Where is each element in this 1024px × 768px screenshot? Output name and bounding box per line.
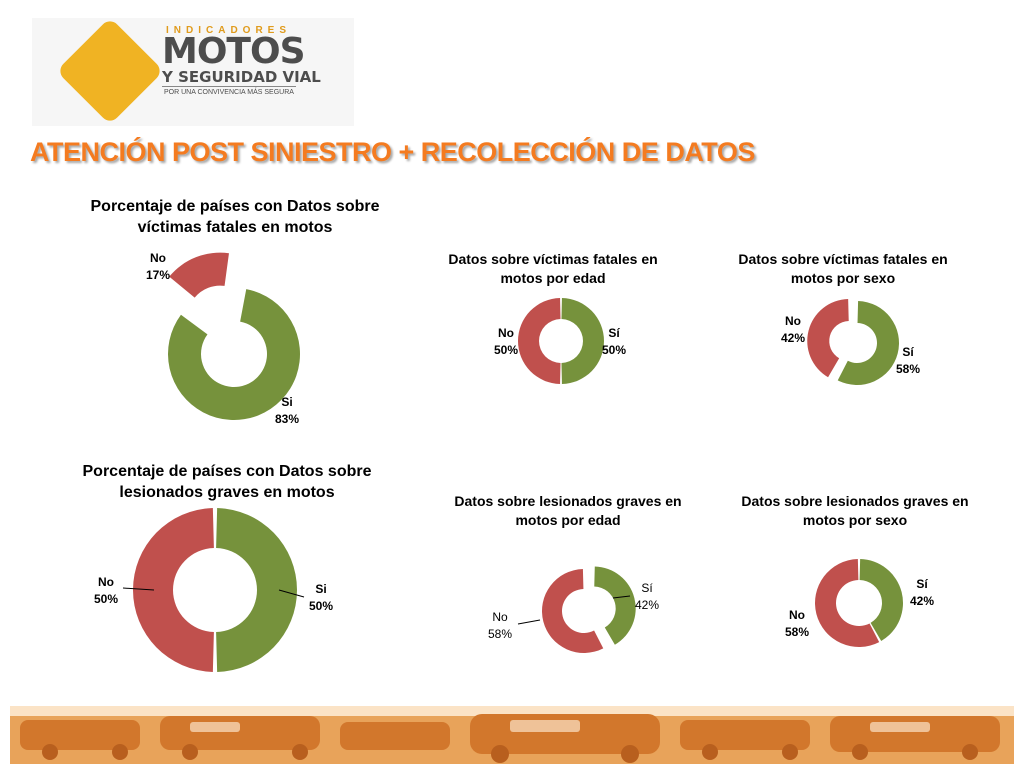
slice-si — [216, 508, 298, 672]
logo-badge — [56, 17, 164, 125]
leader-line — [612, 595, 631, 599]
slice-si — [837, 301, 899, 385]
data-label-category: No — [498, 326, 514, 340]
data-label-category: Sí — [902, 345, 914, 359]
leader-line — [517, 619, 541, 625]
data-label-value: 58% — [896, 362, 920, 376]
data-label-value: 50% — [309, 599, 333, 613]
footer-traffic-banner — [10, 706, 1014, 764]
data-label-value: 58% — [488, 627, 512, 641]
data-label-value: 58% — [785, 625, 809, 639]
slice-no — [541, 569, 604, 653]
data-label-category: No — [785, 314, 801, 328]
data-label-value: 17% — [146, 268, 170, 282]
logo-divider — [162, 86, 296, 87]
slice-no — [132, 508, 214, 672]
chart-title: Porcentaje de países con Datos sobre les… — [82, 463, 372, 502]
slice-no — [815, 559, 880, 648]
data-label-value: 50% — [494, 343, 518, 357]
data-label-value: 42% — [635, 598, 659, 612]
slice-no — [517, 298, 561, 384]
data-label-value: 42% — [910, 594, 934, 608]
slice-no — [807, 299, 849, 378]
slice-si — [594, 566, 636, 645]
leader-line — [278, 589, 305, 598]
slice-si — [561, 298, 605, 384]
logo: INDICADORES MOTOS Y SEGURIDAD VIAL POR U… — [32, 17, 354, 126]
slice-si — [859, 559, 903, 641]
slice-no — [169, 252, 229, 298]
data-label-category: No — [150, 251, 166, 265]
data-label-category: Sí — [641, 581, 653, 595]
logo-line3: Y SEGURIDAD VIAL — [162, 68, 321, 86]
chart-title: Datos sobre lesionados graves en motos p… — [454, 493, 682, 528]
data-label-category: Si — [281, 395, 292, 409]
data-label-value: 50% — [94, 592, 118, 606]
logo-line2: MOTOS — [162, 31, 306, 72]
chart-title: Datos sobre lesionados graves en motos p… — [741, 493, 969, 528]
chart-title: Porcentaje de países con Datos sobre víc… — [90, 198, 380, 237]
data-label-category: No — [98, 575, 114, 589]
data-label-category: Si — [315, 582, 326, 596]
data-label-value: 50% — [602, 343, 626, 357]
data-label-category: Sí — [916, 577, 928, 591]
data-label-value: 83% — [275, 412, 299, 426]
logo-tagline: POR UNA CONVIVENCIA MÁS SEGURA — [164, 89, 294, 96]
data-label-category: No — [492, 610, 508, 624]
chart-title: Datos sobre víctimas fatales en motos po… — [738, 251, 948, 286]
data-label-category: No — [789, 608, 805, 622]
data-label-value: 42% — [781, 331, 805, 345]
leader-line — [122, 587, 155, 591]
slice-si — [167, 289, 301, 420]
data-label-category: Sí — [608, 326, 620, 340]
chart-title: Datos sobre víctimas fatales en motos po… — [448, 251, 658, 286]
page-title: ATENCIÓN POST SINIESTRO + RECOLECCIÓN DE… — [30, 137, 755, 167]
logo-line1: INDICADORES — [166, 25, 292, 36]
